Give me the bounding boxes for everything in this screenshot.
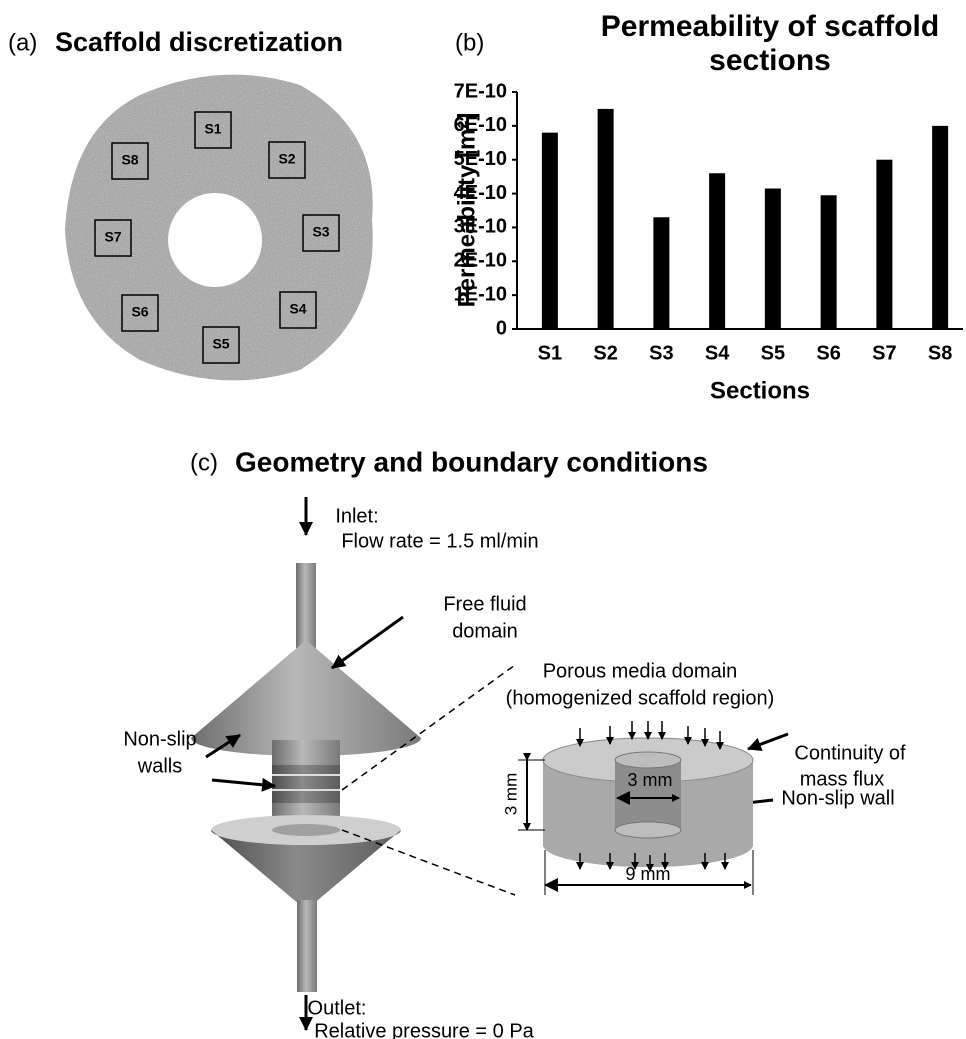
non-slip-wall-label: Non-slip wall (781, 787, 894, 809)
x-tick-label: S1 (538, 342, 562, 364)
inner-diameter-label: 3 mm (628, 770, 673, 790)
figure: (a) Scaffold discretization S1 S2 S3 S4 S5 S6… (0, 0, 966, 1039)
bar (598, 109, 614, 329)
panel-label: (b) (455, 29, 484, 56)
section-label: S2 (278, 151, 295, 167)
free-fluid-label: domain (452, 620, 518, 642)
chart-title: Permeability of scaffold sections (570, 10, 966, 78)
panel-title: Geometry and boundary conditions (235, 446, 708, 477)
panel-label: (a) (8, 29, 37, 56)
height-label: 3 mm (501, 773, 520, 816)
section-label: S3 (312, 224, 329, 240)
x-tick-label: S5 (761, 342, 785, 364)
section-label: S5 (212, 336, 229, 352)
y-axis-label: Permeability [m²] (453, 113, 480, 308)
x-tick-label: S3 (649, 342, 673, 364)
non-slip-walls-label: Non-slip (123, 728, 196, 750)
panel-label: (c) (190, 449, 218, 476)
section-label: S8 (121, 152, 138, 168)
x-tick-label: S8 (928, 342, 952, 364)
bar (709, 173, 725, 329)
outer-diameter-label: 9 mm (626, 864, 671, 884)
continuity-label: Continuity of (794, 742, 906, 764)
x-tick-label: S4 (705, 342, 730, 364)
x-tick-label: S7 (872, 342, 896, 364)
bar (653, 217, 669, 329)
inlet-label: Flow rate = 1.5 ml/min (341, 530, 538, 552)
x-tick-label: S6 (816, 342, 840, 364)
bar (542, 133, 558, 329)
x-axis-label: Sections (710, 377, 810, 404)
bar (932, 126, 948, 329)
section-label: S1 (204, 121, 221, 137)
x-tick-label: S2 (593, 342, 617, 364)
bar (765, 188, 781, 329)
outlet-label: Outlet: (308, 997, 367, 1019)
section-label: S4 (289, 301, 306, 317)
bar (821, 195, 837, 329)
non-slip-walls-label: walls (137, 755, 182, 777)
porous-label: (homogenized scaffold region) (506, 687, 775, 709)
canvas: (a) Scaffold discretization S1 S2 S3 S4 S5 S6… (0, 0, 966, 1039)
y-tick-label: 7E-10 (454, 80, 507, 102)
inlet-label: Inlet: (335, 505, 378, 527)
porous-label: Porous media domain (543, 660, 738, 682)
y-tick-label: 0 (496, 317, 507, 339)
outlet-label: Relative pressure = 0 Pa (314, 1020, 534, 1039)
panel-title: Scaffold discretization (55, 27, 343, 57)
bar (876, 160, 892, 329)
free-fluid-label: Free fluid (443, 593, 526, 615)
section-label: S7 (104, 229, 121, 245)
section-label: S6 (131, 304, 148, 320)
